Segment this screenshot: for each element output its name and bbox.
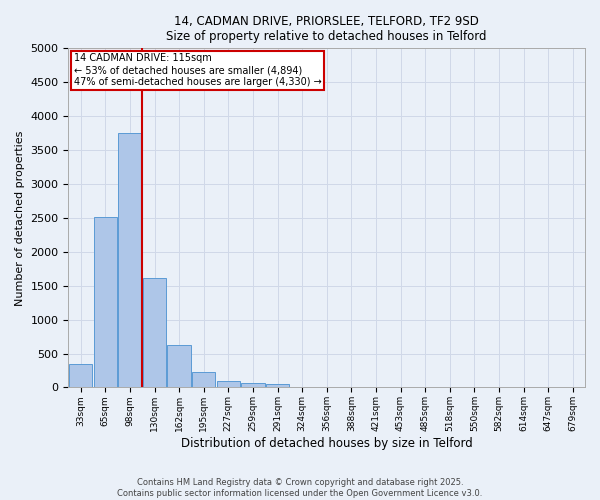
X-axis label: Distribution of detached houses by size in Telford: Distribution of detached houses by size … xyxy=(181,437,473,450)
Y-axis label: Number of detached properties: Number of detached properties xyxy=(15,130,25,306)
Bar xyxy=(167,346,191,388)
Bar xyxy=(192,372,215,388)
Bar xyxy=(241,384,265,388)
Bar xyxy=(94,216,117,388)
Bar xyxy=(217,380,240,388)
Bar xyxy=(143,278,166,388)
Bar xyxy=(266,384,289,388)
Text: 14 CADMAN DRIVE: 115sqm
← 53% of detached houses are smaller (4,894)
47% of semi: 14 CADMAN DRIVE: 115sqm ← 53% of detache… xyxy=(74,54,322,86)
Bar xyxy=(69,364,92,388)
Title: 14, CADMAN DRIVE, PRIORSLEE, TELFORD, TF2 9SD
Size of property relative to detac: 14, CADMAN DRIVE, PRIORSLEE, TELFORD, TF… xyxy=(166,15,487,43)
Bar xyxy=(118,133,142,388)
Text: Contains HM Land Registry data © Crown copyright and database right 2025.
Contai: Contains HM Land Registry data © Crown c… xyxy=(118,478,482,498)
